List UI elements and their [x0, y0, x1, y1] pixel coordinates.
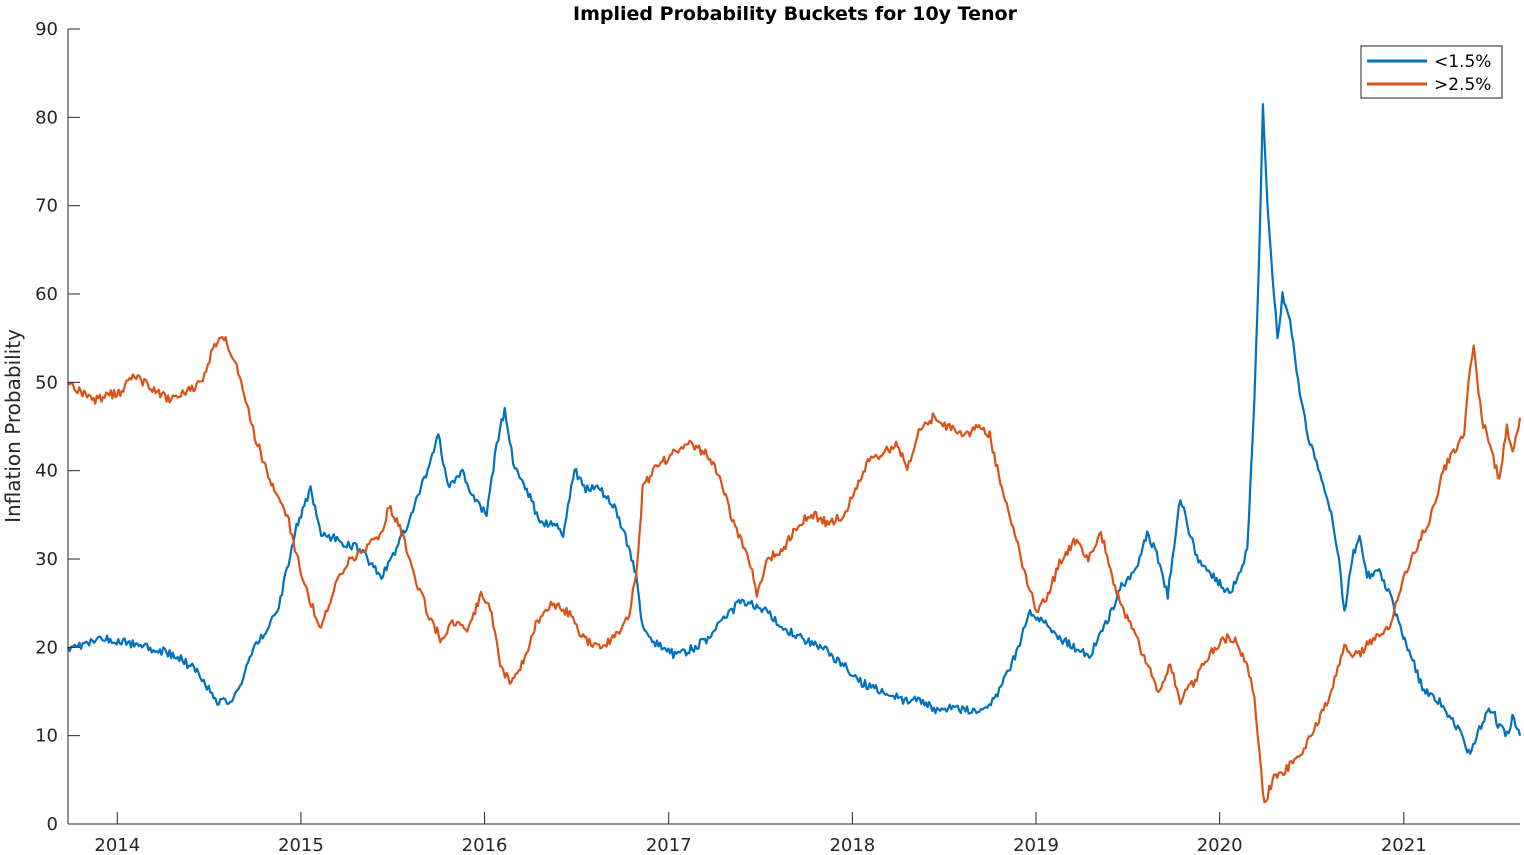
y-tick-label: 70 [35, 196, 58, 217]
legend-label-gt-2.5: >2.5% [1434, 75, 1491, 95]
y-tick-label: 0 [47, 814, 58, 835]
x-tick-label: 2016 [462, 835, 508, 855]
x-tick-label: 2021 [1381, 835, 1427, 855]
x-tick-label: 2014 [94, 835, 140, 855]
y-axis-label: Inflation Probability [1, 329, 25, 523]
x-tick-label: 2015 [278, 835, 324, 855]
y-tick-label: 40 [35, 461, 58, 482]
y-tick-label: 20 [35, 637, 58, 658]
x-tick-label: 2019 [1013, 835, 1059, 855]
series-line-0 [66, 103, 1522, 755]
legend-box [1360, 45, 1503, 99]
y-tick-label: 90 [35, 19, 58, 40]
chart-title: Implied Probability Buckets for 10y Teno… [573, 3, 1018, 25]
x-tick-label: 2017 [646, 835, 692, 855]
axes: 0 10 20 30 40 50 60 70 80 90 2014 2015 2016 2017 2018 2… [35, 19, 1520, 855]
legend-label-lt-1.5: <1.5% [1434, 52, 1491, 72]
plot-area [66, 103, 1522, 804]
series-line-1 [67, 336, 1522, 804]
y-tick-label: 50 [35, 372, 58, 393]
x-tick-label: 2020 [1197, 835, 1243, 855]
x-tick-label: 2018 [829, 835, 875, 855]
legend: <1.5% >2.5% [1360, 45, 1503, 99]
y-tick-label: 30 [35, 549, 58, 570]
y-tick-label: 80 [35, 107, 58, 128]
y-tick-label: 10 [35, 726, 58, 747]
y-tick-label: 60 [35, 284, 58, 305]
